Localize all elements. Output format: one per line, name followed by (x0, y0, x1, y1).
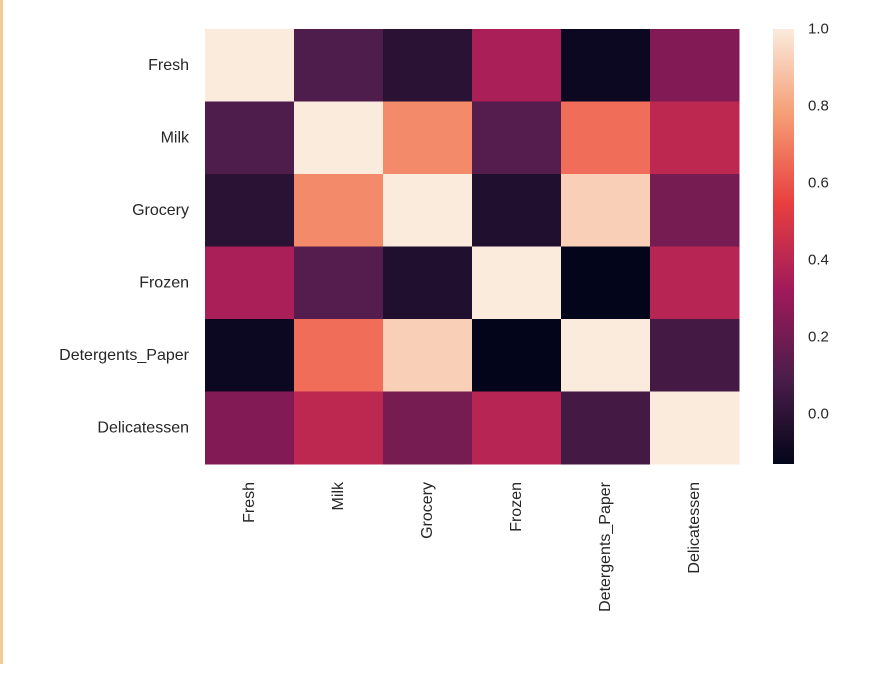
heatmap-cell (383, 391, 473, 465)
colorbar-tick-label: 0.2 (808, 328, 829, 345)
heatmap-cell (561, 319, 651, 392)
heatmap-cell (561, 101, 651, 175)
column-labels: Fresh Milk Grocery Frozen Detergents_Paper De… (241, 481, 703, 612)
heatmap-cell (383, 174, 473, 247)
colorbar-tick-label: 1.0 (808, 21, 829, 38)
row-labels: Fresh Milk Grocery Frozen Detergents_Paper De… (59, 57, 190, 437)
column-tick-label: Frozen (508, 482, 525, 532)
column-tick-label: Milk (330, 481, 347, 510)
heatmap-cell (650, 319, 740, 392)
heatmap-cell (383, 29, 473, 102)
heatmap-cell (472, 391, 562, 465)
heatmap-cell (650, 246, 740, 320)
heatmap-cell (205, 174, 295, 247)
heatmap-cell (650, 29, 740, 102)
heatmap-cell (294, 319, 384, 392)
heatmap-cell (294, 246, 384, 320)
heatmap-cell (472, 29, 562, 102)
heatmap-cell (205, 391, 295, 465)
heatmap-cell (383, 319, 473, 392)
column-tick-label: Delicatessen (686, 482, 703, 574)
heatmap-cell (294, 101, 384, 175)
heatmap-cell (205, 319, 295, 392)
heatmap-cell (561, 391, 651, 465)
left-border-accent (0, 0, 3, 664)
column-tick-label: Grocery (419, 482, 436, 539)
heatmap-cell (383, 246, 473, 320)
heatmap-cell (205, 101, 295, 175)
column-tick-label: Detergents_Paper (597, 481, 614, 612)
column-tick-label: Fresh (241, 482, 258, 523)
colorbar-tick-labels: 0.0 0.2 0.4 0.6 0.8 1.0 (808, 21, 829, 423)
colorbar (773, 29, 794, 464)
heatmap-cell (472, 246, 562, 320)
heatmap-cell (294, 174, 384, 247)
colorbar-tick-label: 0.4 (808, 251, 829, 268)
heatmap-cell (205, 246, 295, 320)
heatmap-cell (650, 174, 740, 247)
row-tick-label: Fresh (148, 57, 189, 74)
heatmap-cell (383, 101, 473, 175)
heatmap-cell (561, 29, 651, 102)
heatmap-cell (650, 101, 740, 175)
colorbar-tick-label: 0.8 (808, 97, 829, 114)
heatmap-cell (294, 391, 384, 465)
heatmap-cell (294, 29, 384, 102)
heatmap-cell (561, 246, 651, 320)
row-tick-label: Detergents_Paper (59, 347, 190, 364)
heatmap-cell (472, 319, 562, 392)
heatmap-cell (650, 391, 740, 465)
row-tick-label: Milk (161, 129, 190, 146)
colorbar-tick-label: 0.0 (808, 405, 829, 422)
heatmap-cell (561, 174, 651, 247)
heatmap-cell (472, 101, 562, 175)
heatmap-cell (472, 174, 562, 247)
heatmap-cell (205, 29, 295, 102)
colorbar-tick-label: 0.6 (808, 174, 829, 191)
heatmap-cells (205, 29, 740, 465)
row-tick-label: Delicatessen (97, 419, 189, 436)
colorbar-bar (773, 29, 794, 464)
row-tick-label: Grocery (132, 202, 189, 219)
row-tick-label: Frozen (139, 274, 189, 291)
